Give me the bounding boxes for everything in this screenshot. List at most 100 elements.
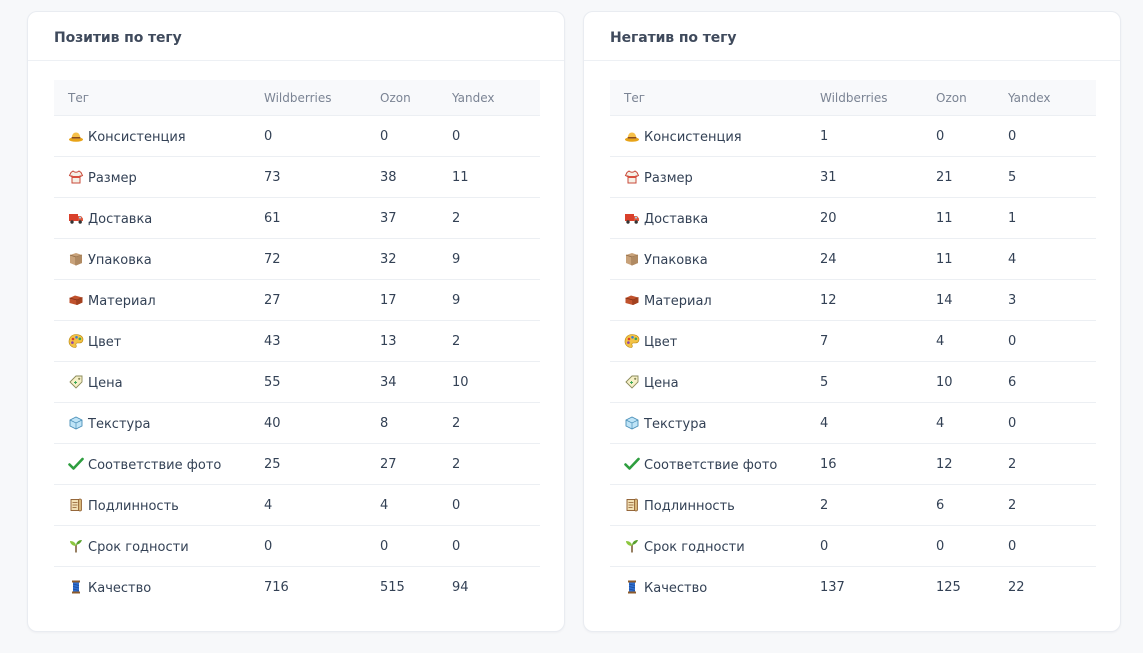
ice-cube-icon — [624, 415, 640, 431]
column-header-wildberries: Wildberries — [820, 80, 936, 116]
ozon-count: 4 — [380, 484, 452, 526]
ozon-count: 38 — [380, 156, 452, 198]
box-icon — [624, 251, 640, 267]
table-row: Доставка 20 11 1 — [610, 197, 1096, 239]
column-header-yandex: Yandex — [452, 80, 540, 116]
positive-card: Позитив по тегу Тег Wildberries Ozon Yan… — [27, 11, 565, 632]
table-row: Подлинность 4 4 0 — [54, 484, 540, 526]
tag-cell: Цвет — [54, 320, 264, 362]
negative-card-title: Негатив по тегу — [610, 30, 737, 46]
ozon-count: 0 — [380, 115, 452, 157]
tag-label: Соответствие фото — [644, 457, 778, 473]
tag-label: Цена — [88, 375, 123, 391]
wildberries-count: 16 — [820, 443, 936, 485]
check-mark-icon — [68, 456, 84, 472]
tag-cell: Упаковка — [610, 238, 820, 280]
tag-cell: Подлинность — [54, 484, 264, 526]
table-row: Упаковка 24 11 4 — [610, 238, 1096, 280]
yandex-count: 2 — [1008, 443, 1096, 485]
tag-label: Качество — [644, 580, 708, 596]
tag-label: Подлинность — [644, 498, 735, 514]
yandex-count: 0 — [1008, 402, 1096, 444]
ozon-count: 13 — [380, 320, 452, 362]
yandex-count: 10 — [452, 361, 540, 403]
negative-card: Негатив по тегу Тег Wildberries Ozon Yan… — [583, 11, 1121, 632]
table-row: Соответствие фото 25 27 2 — [54, 443, 540, 485]
negative-card-header: Негатив по тегу — [584, 12, 1120, 61]
table-row: Текстура 4 4 0 — [610, 402, 1096, 444]
yandex-count: 9 — [452, 279, 540, 321]
tag-cell: Текстура — [610, 402, 820, 444]
ozon-count: 12 — [936, 443, 1008, 485]
wildberries-count: 2 — [820, 484, 936, 526]
table-row: Качество 137 125 22 — [610, 567, 1096, 608]
thread-spool-icon — [68, 579, 84, 595]
yandex-count: 0 — [1008, 115, 1096, 157]
ozon-count: 4 — [936, 320, 1008, 362]
column-header-wildberries: Wildberries — [264, 80, 380, 116]
tag-label: Текстура — [644, 416, 707, 432]
ozon-count: 0 — [936, 115, 1008, 157]
tag-cell: Консистенция — [610, 115, 820, 157]
tag-label: Консистенция — [88, 129, 186, 145]
yandex-count: 2 — [452, 320, 540, 362]
column-header-yandex: Yandex — [1008, 80, 1096, 116]
wildberries-count: 27 — [264, 279, 380, 321]
shirt-icon — [68, 169, 84, 185]
tag-label: Упаковка — [644, 252, 708, 268]
table-row: Цвет 7 4 0 — [610, 320, 1096, 362]
yandex-count: 0 — [452, 484, 540, 526]
ozon-count: 125 — [936, 579, 961, 595]
shirt-icon — [624, 169, 640, 185]
wildberries-count: 4 — [264, 484, 380, 526]
tag-cell: Доставка — [54, 197, 264, 239]
box-icon — [68, 251, 84, 267]
yandex-count: 2 — [1008, 484, 1096, 526]
yandex-count: 4 — [1008, 238, 1096, 280]
tag-label: Материал — [88, 293, 156, 309]
column-header-ozon: Ozon — [936, 80, 1008, 116]
tag-label: Срок годности — [644, 539, 745, 555]
column-header-tag: Тег — [54, 80, 264, 116]
palette-icon — [624, 333, 640, 349]
tag-label: Материал — [644, 293, 712, 309]
ozon-count: 21 — [936, 156, 1008, 198]
yandex-count: 2 — [452, 197, 540, 239]
ozon-count: 0 — [936, 525, 1008, 567]
table-row: Размер 31 21 5 — [610, 156, 1096, 198]
tag-cell: Цена — [54, 361, 264, 403]
table-row: Текстура 40 8 2 — [54, 402, 540, 444]
sprout-icon — [624, 538, 640, 554]
wildberries-count: 31 — [820, 156, 936, 198]
tag-label: Подлинность — [88, 498, 179, 514]
yandex-count: 3 — [1008, 279, 1096, 321]
wildberries-count: 716 — [264, 579, 289, 595]
table-row: Цена 5 10 6 — [610, 361, 1096, 403]
ozon-count: 14 — [936, 279, 1008, 321]
ozon-count: 8 — [380, 402, 452, 444]
ozon-count: 10 — [936, 361, 1008, 403]
table-row: Срок годности 0 0 0 — [54, 525, 540, 567]
tag-cell: Материал — [54, 279, 264, 321]
table-row: Размер 73 38 11 — [54, 156, 540, 198]
yandex-count: 2 — [452, 443, 540, 485]
yandex-count: 11 — [452, 156, 540, 198]
scroll-icon — [68, 497, 84, 513]
wildberries-count: 73 — [264, 156, 380, 198]
tag-cell: Срок годности — [610, 525, 820, 567]
table-row: Доставка 61 37 2 — [54, 197, 540, 239]
wildberries-count: 20 — [820, 197, 936, 239]
tag-label: Текстура — [88, 416, 151, 432]
tag-cell: Доставка — [610, 197, 820, 239]
positive-card-title: Позитив по тегу — [54, 30, 182, 46]
column-header-tag: Тег — [610, 80, 820, 116]
ozon-count: 4 — [936, 402, 1008, 444]
truck-icon — [624, 210, 640, 226]
table-row: Цвет 43 13 2 — [54, 320, 540, 362]
table-row: Консистенция 0 0 0 — [54, 115, 540, 157]
table-header-row: Тег Wildberries Ozon Yandex — [54, 80, 540, 116]
tag-cell: Соответствие фото — [610, 443, 820, 485]
table-row: Срок годности 0 0 0 — [610, 525, 1096, 567]
wildberries-count: 4 — [820, 402, 936, 444]
tag-cell: Соответствие фото — [54, 443, 264, 485]
